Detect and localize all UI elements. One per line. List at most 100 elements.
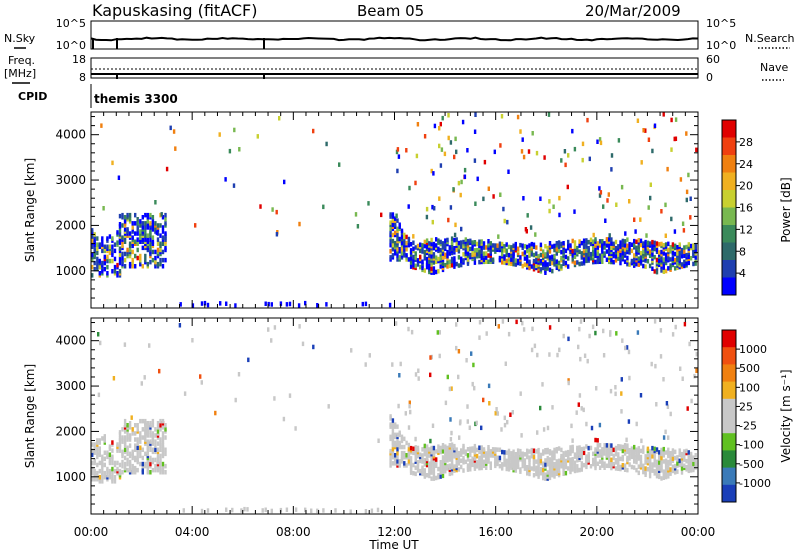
vel-cell: [562, 451, 565, 456]
power-cell: [455, 237, 458, 242]
power-cell: [101, 242, 104, 247]
vel-cell: [503, 450, 506, 455]
vel-cell: [407, 459, 411, 464]
power-cell: [279, 301, 283, 306]
vel-cell: [674, 463, 677, 469]
vel-cell: [466, 463, 470, 468]
vel-cell: [617, 444, 620, 449]
power-cell: [520, 149, 524, 154]
power-cell: [400, 240, 404, 246]
vel-cell: [439, 468, 442, 473]
vel-cell: [111, 460, 114, 466]
vel-cell: [523, 466, 527, 471]
vel-cell: [126, 423, 129, 428]
power-cell: [474, 112, 477, 117]
vel-cell: [683, 457, 686, 462]
power-cell: [423, 249, 426, 255]
vel-cell: [667, 463, 670, 469]
vel-cell: [438, 330, 441, 335]
vel-cell: [267, 327, 270, 332]
vel-cell: [394, 432, 397, 438]
velocity-colorbar-tick-label-6: -500: [739, 458, 764, 471]
vel-cell: [485, 331, 488, 336]
power-cell: [459, 192, 462, 198]
power-cell: [642, 263, 645, 269]
vel-cell: [144, 461, 147, 467]
vel-cell: [537, 456, 540, 461]
power-cell: [423, 256, 426, 261]
power-cell: [93, 266, 96, 272]
power-cell: [573, 244, 577, 249]
power-cell: [121, 251, 124, 257]
power-cell: [450, 240, 454, 245]
power-cell: [617, 244, 620, 249]
power-cell: [364, 301, 368, 307]
power-cell: [380, 212, 383, 218]
vel-cell: [553, 462, 556, 467]
vel-cell: [482, 447, 486, 452]
vel-cell: [159, 453, 162, 459]
power-cell: [134, 221, 137, 226]
power-cell: [446, 264, 449, 269]
vel-cell: [98, 479, 101, 484]
vel-cell: [594, 330, 597, 336]
power-cell: [430, 237, 433, 243]
vel-cell: [149, 429, 152, 434]
power-cell: [141, 215, 144, 220]
vel-cell: [455, 463, 458, 469]
vel-cell: [628, 375, 631, 381]
power-cell: [407, 204, 410, 209]
vel-cell: [294, 507, 298, 512]
vel-cell: [108, 468, 112, 474]
power-cell: [669, 245, 672, 250]
vel-cell: [635, 467, 638, 473]
vel-cell: [487, 445, 490, 450]
power-cell: [412, 246, 415, 252]
vel-cell: [141, 467, 144, 473]
power-cell: [391, 212, 395, 217]
vel-cell: [473, 456, 477, 461]
power-cell: [123, 264, 127, 269]
power-cell: [598, 193, 602, 198]
power-cell: [121, 255, 124, 261]
vel-cell: [396, 424, 399, 429]
power-cell: [633, 253, 636, 258]
power-cell: [448, 259, 451, 264]
velocity-colorbar-block: [722, 416, 736, 434]
power-cell: [159, 261, 162, 267]
power-cell: [398, 222, 401, 227]
vel-cell: [630, 446, 634, 451]
vel-cell: [154, 443, 157, 448]
power-cell: [623, 239, 627, 244]
vel-cell: [161, 439, 165, 444]
power-cell: [438, 196, 441, 201]
vel-cell: [285, 507, 289, 512]
power-cell: [685, 244, 688, 250]
vel-cell: [391, 446, 395, 452]
power-cell: [96, 260, 99, 266]
power-cell: [91, 228, 94, 233]
power-colorbar-block: [722, 190, 736, 208]
power-cell: [494, 247, 497, 252]
power-cell: [264, 301, 267, 306]
power-cell: [144, 253, 147, 259]
power-cell: [689, 196, 692, 201]
power-cell: [498, 245, 502, 251]
vel-cell: [536, 352, 539, 358]
vel-cell: [526, 465, 529, 470]
power-cell: [149, 221, 152, 226]
vel-cell: [370, 508, 374, 513]
vel-cell: [264, 507, 267, 512]
vel-cell: [539, 467, 543, 472]
vel-cell: [578, 451, 581, 456]
power-cell: [438, 143, 441, 149]
power-cell: [563, 149, 567, 154]
power-cell: [206, 302, 210, 308]
power-cell: [664, 242, 668, 247]
power-cell: [389, 220, 392, 225]
power-cell: [423, 134, 427, 139]
power-cell: [582, 242, 586, 248]
vel-cell: [448, 463, 451, 468]
vel-cell: [687, 460, 690, 465]
